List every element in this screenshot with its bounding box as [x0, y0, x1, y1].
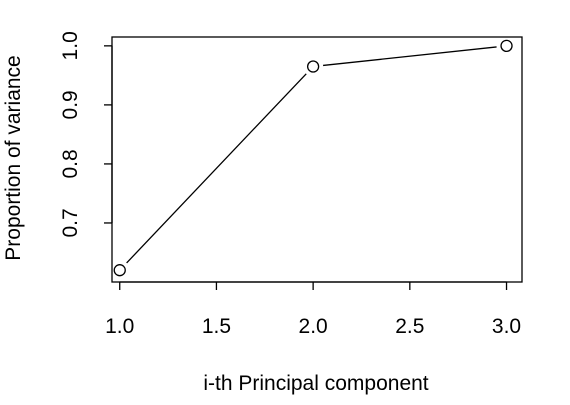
x-tick-label: 1.0	[105, 315, 134, 338]
x-tick-label: 2.0	[299, 315, 328, 338]
y-tick-label: 0.7	[59, 208, 82, 237]
series-segment	[126, 73, 307, 264]
x-axis: 1.0 1.5 2.0 2.5 3.0	[105, 281, 521, 338]
data-point	[113, 264, 126, 277]
y-tick-label: 0.8	[59, 149, 82, 178]
y-axis-label: Proportion of variance	[2, 55, 25, 260]
series-lines	[126, 46, 497, 264]
plot-frame	[111, 36, 523, 283]
data-point	[500, 39, 513, 53]
series-points	[113, 39, 513, 277]
y-axis: 0.7 0.8 0.9 1.0	[59, 31, 113, 238]
data-point	[306, 60, 320, 73]
y-tick-label: 1.0	[59, 31, 82, 60]
y-tick-label: 0.9	[59, 90, 82, 119]
series-segment	[323, 46, 497, 67]
x-tick-label: 3.0	[492, 315, 521, 338]
x-tick-label: 2.5	[395, 315, 424, 338]
x-tick-label: 1.5	[202, 315, 231, 338]
chart-frame-layer	[111, 36, 523, 283]
x-axis-label: i-th Principal component	[203, 372, 428, 395]
